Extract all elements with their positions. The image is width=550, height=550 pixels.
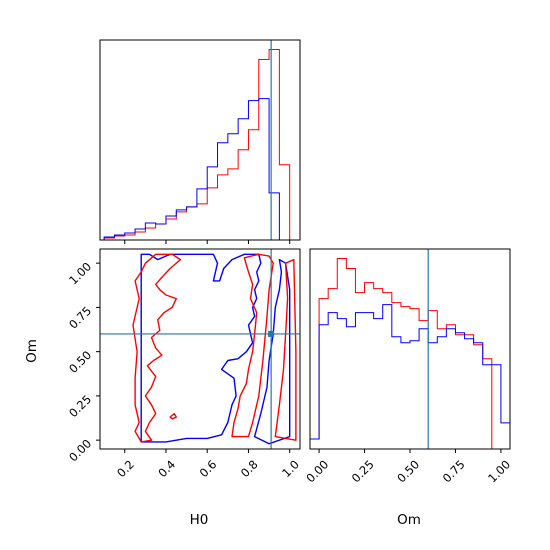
hist-h0-panel [99, 39, 301, 244]
hist-h0-frame [99, 39, 301, 241]
contour-blue-0 [140, 253, 262, 443]
y-axis-label-om: Om [24, 339, 40, 363]
x-axis-label-om: Om [397, 512, 421, 528]
joint-truth-marker [268, 330, 275, 337]
hist-om-blue-series [310, 304, 510, 449]
x-axis-label-h0: H0 [190, 512, 209, 528]
hist-h0-blue-series [103, 98, 290, 240]
hist-om-red-series [310, 258, 510, 449]
joint-frame [99, 248, 301, 450]
contour-red-2 [132, 253, 182, 443]
contour-blue-1 [253, 258, 291, 445]
contour-red-3 [231, 253, 274, 438]
contour-red-4 [274, 258, 297, 441]
contour-red-5 [169, 412, 177, 420]
